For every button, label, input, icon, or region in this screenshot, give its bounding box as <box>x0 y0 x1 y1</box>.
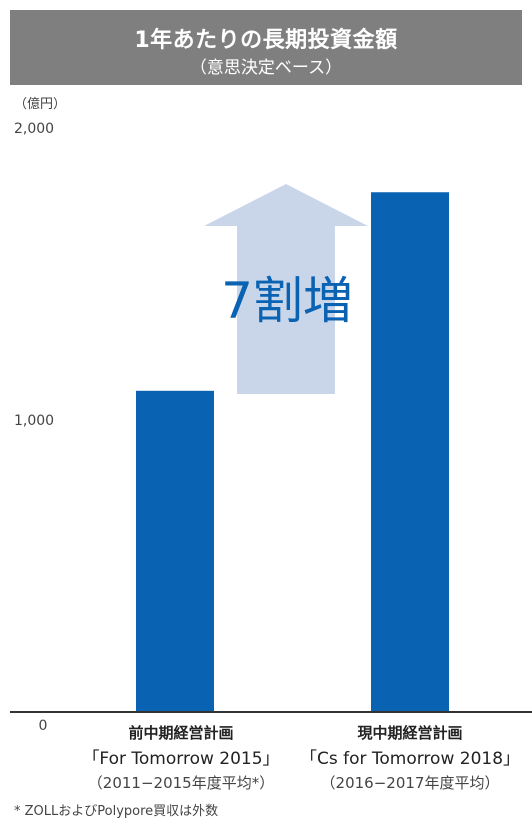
chart-subtitle: （意思決定ベース） <box>189 58 343 78</box>
increase-annotation: 7割増 <box>221 272 353 330</box>
chart-title: 1年あたりの長期投資金額 <box>134 28 398 53</box>
category-name-1: 前中期経営計画 <box>128 724 233 742</box>
category-name-2: 現中期経営計画 <box>357 724 462 742</box>
y-axis-unit-label: （億円） <box>14 97 67 112</box>
category-period-1: （2011−2015年度平均*） <box>88 774 274 792</box>
chart-header: 1年あたりの長期投資金額 （意思決定ベース） <box>10 10 522 85</box>
category-period-2: （2016−2017年度平均） <box>321 774 500 792</box>
bar-1 <box>136 390 214 712</box>
y-tick-label-1: 1,000 <box>14 413 54 429</box>
y-tick-label-2: 2,000 <box>14 121 54 137</box>
y-tick-label-0: 0 <box>39 718 48 734</box>
category-plan-2: 「Cs for Tomorrow 2018」 <box>300 749 520 769</box>
category-plan-1: 「For Tomorrow 2015」 <box>82 749 279 769</box>
increase-arrow-icon <box>204 184 368 394</box>
bar-2 <box>371 192 449 713</box>
footnote: * ZOLLおよびPolypore買収は外数 <box>14 804 219 819</box>
